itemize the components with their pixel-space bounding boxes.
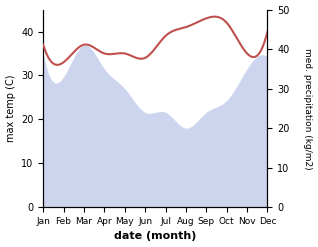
- Y-axis label: max temp (C): max temp (C): [5, 75, 16, 142]
- Y-axis label: med. precipitation (kg/m2): med. precipitation (kg/m2): [303, 48, 313, 169]
- X-axis label: date (month): date (month): [114, 231, 197, 242]
